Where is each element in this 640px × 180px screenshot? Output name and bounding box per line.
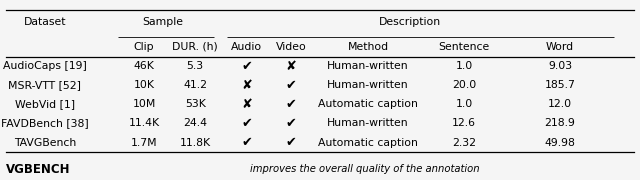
Text: ✔: ✔: [286, 98, 296, 111]
Text: 5.3: 5.3: [187, 61, 204, 71]
Text: Word: Word: [546, 42, 574, 52]
Text: 10M: 10M: [132, 99, 156, 109]
Text: Sample: Sample: [143, 17, 184, 27]
Text: improves the overall quality of the annotation: improves the overall quality of the anno…: [250, 164, 479, 174]
Text: AudioCaps [19]: AudioCaps [19]: [3, 61, 87, 71]
Text: 41.2: 41.2: [183, 80, 207, 90]
Text: ✔: ✔: [241, 117, 252, 130]
Text: ✔: ✔: [241, 60, 252, 73]
Text: Description: Description: [378, 17, 441, 27]
Text: Video: Video: [276, 42, 307, 52]
Text: DUR. (h): DUR. (h): [172, 42, 218, 52]
Text: ✘: ✘: [241, 98, 252, 111]
Text: 10K: 10K: [134, 80, 154, 90]
Text: Method: Method: [348, 42, 388, 52]
Text: 49.98: 49.98: [545, 138, 575, 148]
Text: Audio: Audio: [231, 42, 262, 52]
Text: ✔: ✔: [286, 79, 296, 92]
Text: 20.0: 20.0: [452, 80, 476, 90]
Text: MSR-VTT [52]: MSR-VTT [52]: [8, 80, 81, 90]
Text: 1.0: 1.0: [456, 61, 472, 71]
Text: 53K: 53K: [185, 99, 205, 109]
Text: TAVGBench: TAVGBench: [13, 138, 76, 148]
Text: 12.6: 12.6: [452, 118, 476, 129]
Text: 9.03: 9.03: [548, 61, 572, 71]
Text: Human-written: Human-written: [327, 118, 409, 129]
Text: ✔: ✔: [286, 136, 296, 149]
Text: ✘: ✘: [241, 79, 252, 92]
Text: 1.0: 1.0: [456, 99, 472, 109]
Text: Automatic caption: Automatic caption: [318, 99, 418, 109]
Text: WebVid [1]: WebVid [1]: [15, 99, 75, 109]
Text: ✔: ✔: [241, 136, 252, 149]
Text: Automatic caption: Automatic caption: [318, 138, 418, 148]
Text: FAVDBench [38]: FAVDBench [38]: [1, 118, 89, 129]
Text: 11.4K: 11.4K: [129, 118, 159, 129]
Text: Human-written: Human-written: [327, 80, 409, 90]
Text: 1.7M: 1.7M: [131, 138, 157, 148]
Text: Clip: Clip: [134, 42, 154, 52]
Text: 46K: 46K: [134, 61, 154, 71]
Text: 12.0: 12.0: [548, 99, 572, 109]
Text: 218.9: 218.9: [545, 118, 575, 129]
Text: Dataset: Dataset: [24, 17, 66, 27]
Text: ✔: ✔: [286, 117, 296, 130]
Text: ✘: ✘: [286, 60, 296, 73]
Text: Human-written: Human-written: [327, 61, 409, 71]
Text: 11.8K: 11.8K: [180, 138, 211, 148]
Text: 185.7: 185.7: [545, 80, 575, 90]
Text: VGBENCH: VGBENCH: [6, 163, 71, 176]
Text: 24.4: 24.4: [183, 118, 207, 129]
Text: 2.32: 2.32: [452, 138, 476, 148]
Text: Sentence: Sentence: [438, 42, 490, 52]
